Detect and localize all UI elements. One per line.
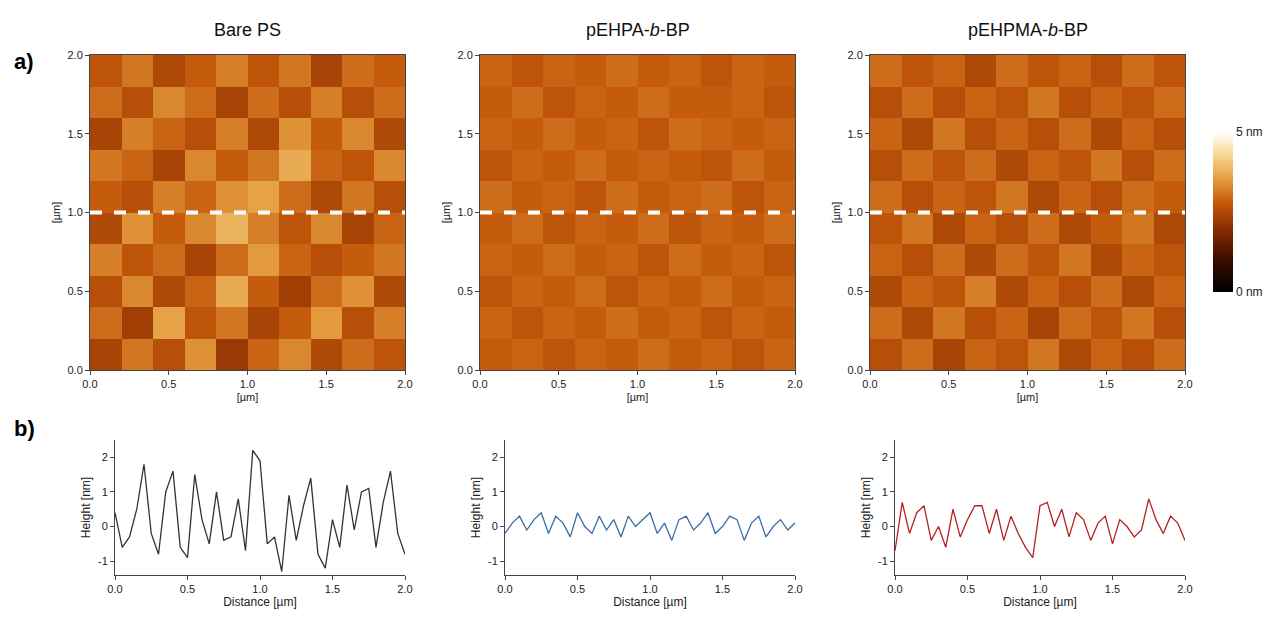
svg-text:2.0: 2.0 bbox=[397, 583, 412, 595]
svg-text:0.5: 0.5 bbox=[570, 583, 585, 595]
svg-text:pEHPA-b-BP: pEHPA-b-BP bbox=[586, 20, 690, 40]
svg-text:0 nm: 0 nm bbox=[1236, 285, 1263, 299]
svg-text:0.5: 0.5 bbox=[960, 583, 975, 595]
svg-text:1.5: 1.5 bbox=[458, 128, 473, 140]
svg-text:0.0: 0.0 bbox=[68, 364, 83, 376]
svg-text:1.0: 1.0 bbox=[630, 378, 645, 390]
svg-text:0.0: 0.0 bbox=[862, 378, 877, 390]
svg-text:1.0: 1.0 bbox=[68, 206, 83, 218]
svg-text:1.5: 1.5 bbox=[1099, 378, 1114, 390]
svg-text:0.5: 0.5 bbox=[941, 378, 956, 390]
svg-text:Distance [µm]: Distance [µm] bbox=[223, 595, 297, 609]
svg-text:2.0: 2.0 bbox=[397, 378, 412, 390]
svg-text:2.0: 2.0 bbox=[458, 49, 473, 61]
svg-text:1.0: 1.0 bbox=[1032, 583, 1047, 595]
svg-text:1.0: 1.0 bbox=[1020, 378, 1035, 390]
svg-text:-1: -1 bbox=[878, 555, 888, 567]
svg-text:1: 1 bbox=[102, 486, 108, 498]
svg-text:[µm]: [µm] bbox=[50, 202, 62, 224]
svg-text:5 nm: 5 nm bbox=[1236, 125, 1263, 139]
svg-text:[µm]: [µm] bbox=[440, 202, 452, 224]
svg-text:0.0: 0.0 bbox=[848, 364, 863, 376]
svg-text:[µm]: [µm] bbox=[627, 391, 649, 403]
svg-text:2.0: 2.0 bbox=[1177, 378, 1192, 390]
svg-text:2.0: 2.0 bbox=[68, 49, 83, 61]
svg-text:a): a) bbox=[14, 49, 34, 74]
svg-text:0.0: 0.0 bbox=[497, 583, 512, 595]
svg-text:2.0: 2.0 bbox=[787, 583, 802, 595]
svg-text:0.0: 0.0 bbox=[458, 364, 473, 376]
svg-text:1.5: 1.5 bbox=[1105, 583, 1120, 595]
svg-text:1.5: 1.5 bbox=[319, 378, 334, 390]
svg-text:1.0: 1.0 bbox=[458, 206, 473, 218]
svg-text:Distance [µm]: Distance [µm] bbox=[613, 595, 687, 609]
svg-text:2.0: 2.0 bbox=[1177, 583, 1192, 595]
svg-text:0: 0 bbox=[102, 520, 108, 532]
svg-text:1.5: 1.5 bbox=[709, 378, 724, 390]
svg-text:1.0: 1.0 bbox=[642, 583, 657, 595]
svg-text:2: 2 bbox=[102, 451, 108, 463]
svg-text:0: 0 bbox=[882, 520, 888, 532]
svg-text:-1: -1 bbox=[488, 555, 498, 567]
svg-text:-1: -1 bbox=[98, 555, 108, 567]
svg-text:Height [nm]: Height [nm] bbox=[469, 477, 483, 538]
svg-text:0.0: 0.0 bbox=[82, 378, 97, 390]
svg-text:0.5: 0.5 bbox=[551, 378, 566, 390]
svg-text:0.5: 0.5 bbox=[180, 583, 195, 595]
svg-text:1.5: 1.5 bbox=[68, 128, 83, 140]
svg-text:1: 1 bbox=[882, 486, 888, 498]
svg-text:2: 2 bbox=[492, 451, 498, 463]
svg-text:[µm]: [µm] bbox=[1017, 391, 1039, 403]
svg-text:Height [nm]: Height [nm] bbox=[79, 477, 93, 538]
svg-text:0.0: 0.0 bbox=[887, 583, 902, 595]
svg-text:0.5: 0.5 bbox=[161, 378, 176, 390]
svg-text:[µm]: [µm] bbox=[830, 202, 842, 224]
svg-text:[µm]: [µm] bbox=[237, 391, 259, 403]
svg-text:0: 0 bbox=[492, 520, 498, 532]
svg-text:Height [nm]: Height [nm] bbox=[859, 477, 873, 538]
svg-text:1.5: 1.5 bbox=[325, 583, 340, 595]
svg-text:1.0: 1.0 bbox=[848, 206, 863, 218]
svg-text:0.5: 0.5 bbox=[458, 285, 473, 297]
svg-text:pEHPMA-b-BP: pEHPMA-b-BP bbox=[968, 20, 1088, 40]
svg-text:2: 2 bbox=[882, 451, 888, 463]
svg-text:1: 1 bbox=[492, 486, 498, 498]
svg-text:2.0: 2.0 bbox=[787, 378, 802, 390]
svg-text:0.0: 0.0 bbox=[107, 583, 122, 595]
svg-text:1.5: 1.5 bbox=[715, 583, 730, 595]
svg-text:2.0: 2.0 bbox=[848, 49, 863, 61]
svg-text:1.5: 1.5 bbox=[848, 128, 863, 140]
svg-text:Bare PS: Bare PS bbox=[214, 20, 281, 40]
svg-text:1.0: 1.0 bbox=[240, 378, 255, 390]
svg-text:0.5: 0.5 bbox=[848, 285, 863, 297]
svg-text:0.0: 0.0 bbox=[472, 378, 487, 390]
svg-text:0.5: 0.5 bbox=[68, 285, 83, 297]
svg-text:b): b) bbox=[14, 416, 35, 441]
svg-text:Distance [µm]: Distance [µm] bbox=[1003, 595, 1077, 609]
svg-text:1.0: 1.0 bbox=[252, 583, 267, 595]
